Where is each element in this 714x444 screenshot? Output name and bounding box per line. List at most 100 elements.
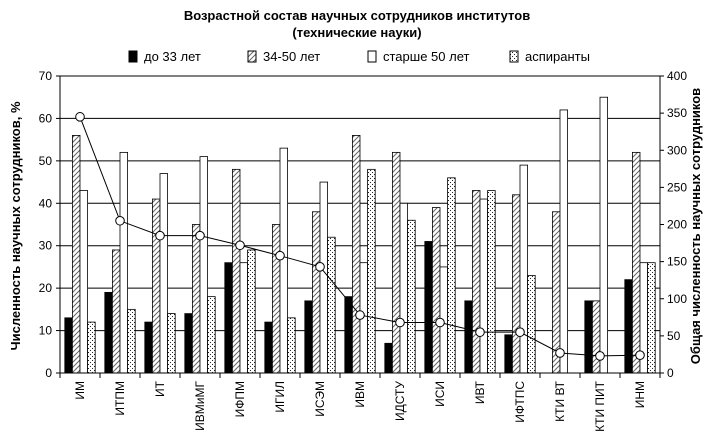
line-point (435, 317, 445, 328)
x-tick-label: ИФТПС (513, 381, 527, 423)
y2-tick-label: 100 (667, 292, 687, 306)
bar (519, 164, 528, 374)
bar (87, 321, 96, 374)
chart-subtitle: (технические науки) (292, 25, 421, 40)
legend-swatch (509, 50, 519, 63)
legend: до 33 лет 34-50 лет старше 50 лет аспиранты (128, 49, 590, 64)
line-point (355, 310, 365, 320)
y-tick-label: 30 (39, 239, 53, 253)
x-tick-label: ИВМ (353, 381, 367, 408)
total-line (75, 112, 645, 361)
bar (399, 202, 408, 374)
line-point (115, 215, 125, 226)
bar (584, 300, 593, 374)
bar (479, 198, 488, 374)
legend-label: до 33 лет (144, 49, 201, 64)
bar (344, 296, 353, 374)
chart-title: Возрастной состав научных сотрудников ин… (184, 8, 530, 23)
line-point (515, 327, 525, 337)
legend-label: старше 50 лет (383, 49, 469, 64)
y2-tick-label: 50 (667, 329, 681, 343)
bar (559, 109, 568, 374)
x-tick-label: ИТПМ (113, 381, 127, 416)
y2-tick-label: 150 (667, 255, 687, 269)
y2-tick-label: 200 (667, 218, 687, 232)
x-tick-label: ИФПМ (233, 381, 247, 417)
x-tick-label: ИСЭМ (313, 381, 327, 417)
bar (199, 156, 208, 374)
y-tick-label: 70 (39, 69, 53, 83)
y-axis-label: Численность научных сотрудников, % (8, 101, 23, 350)
y-tick-label: 60 (39, 111, 53, 125)
bar (384, 342, 393, 374)
x-tick-label: ИМ (73, 381, 87, 400)
bar (527, 275, 536, 374)
x-categories: ИМ ИТПМ ИТ ИВМиМГ ИФПМ ИГИЛ ИСЭМ ИВМ ИДСТУ ИСИ ИВТ… (73, 380, 647, 432)
line-point (75, 112, 85, 122)
bar (367, 168, 376, 374)
line-point (555, 348, 565, 358)
bars (64, 96, 656, 374)
line-point (315, 262, 325, 272)
bar (647, 262, 656, 374)
bar (264, 321, 273, 374)
y-tick-label: 20 (39, 281, 53, 295)
y-tick-label: 40 (39, 196, 53, 210)
bar (351, 134, 361, 374)
bar (512, 194, 521, 374)
bar (327, 236, 336, 374)
y2-axis-label: Общая численность научных сотрудников (688, 88, 703, 364)
x-tick-label: ИГИЛ (273, 381, 287, 413)
line-point (475, 327, 485, 337)
bar (624, 279, 633, 374)
y-tick-label: 0 (45, 366, 52, 380)
bar (184, 313, 193, 374)
bar (127, 308, 136, 374)
bar (64, 317, 73, 374)
x-tick-label: ИВМиМГ (193, 381, 207, 431)
bar (287, 317, 296, 374)
bar (167, 313, 176, 374)
bar (271, 224, 281, 374)
y2-tick-label: 300 (667, 143, 687, 157)
bar (279, 147, 288, 374)
legend-swatch (247, 50, 257, 63)
legend-swatch (128, 50, 138, 63)
y2-ticks: 0 50 100 150 200 250 300 350 400 (660, 69, 687, 380)
bar (632, 151, 641, 374)
bar (391, 151, 401, 374)
bar (504, 334, 513, 374)
y2-tick-label: 350 (667, 106, 687, 120)
x-tick-label: КТИ ВТ (553, 380, 567, 421)
bar (239, 262, 248, 374)
bar (319, 181, 328, 374)
x-tick-label: ИВТ (473, 380, 487, 404)
bar (471, 190, 481, 374)
bar (311, 211, 321, 374)
line-point (595, 351, 605, 361)
bar (224, 262, 233, 374)
bar (599, 96, 608, 374)
x-tick-label: ИНМ (633, 381, 647, 408)
legend-label: аспиранты (525, 49, 590, 64)
bar (304, 300, 313, 374)
bar (159, 173, 168, 374)
bar (487, 190, 496, 374)
y2-tick-label: 400 (667, 69, 687, 83)
y-ticks: 0 10 20 30 40 50 60 70 (39, 69, 60, 380)
bar (464, 300, 473, 374)
bar (407, 219, 416, 374)
line-point (195, 230, 205, 241)
bar (231, 168, 241, 374)
line-point (155, 230, 165, 241)
y2-tick-label: 250 (667, 180, 687, 194)
bar (447, 177, 456, 374)
line-point (275, 250, 285, 261)
bar (424, 241, 433, 374)
line-point (395, 317, 405, 328)
bar (592, 300, 601, 374)
x-tick-label: ИСИ (433, 381, 447, 407)
bar (247, 249, 256, 374)
x-tick-label: ИТ (153, 380, 167, 397)
